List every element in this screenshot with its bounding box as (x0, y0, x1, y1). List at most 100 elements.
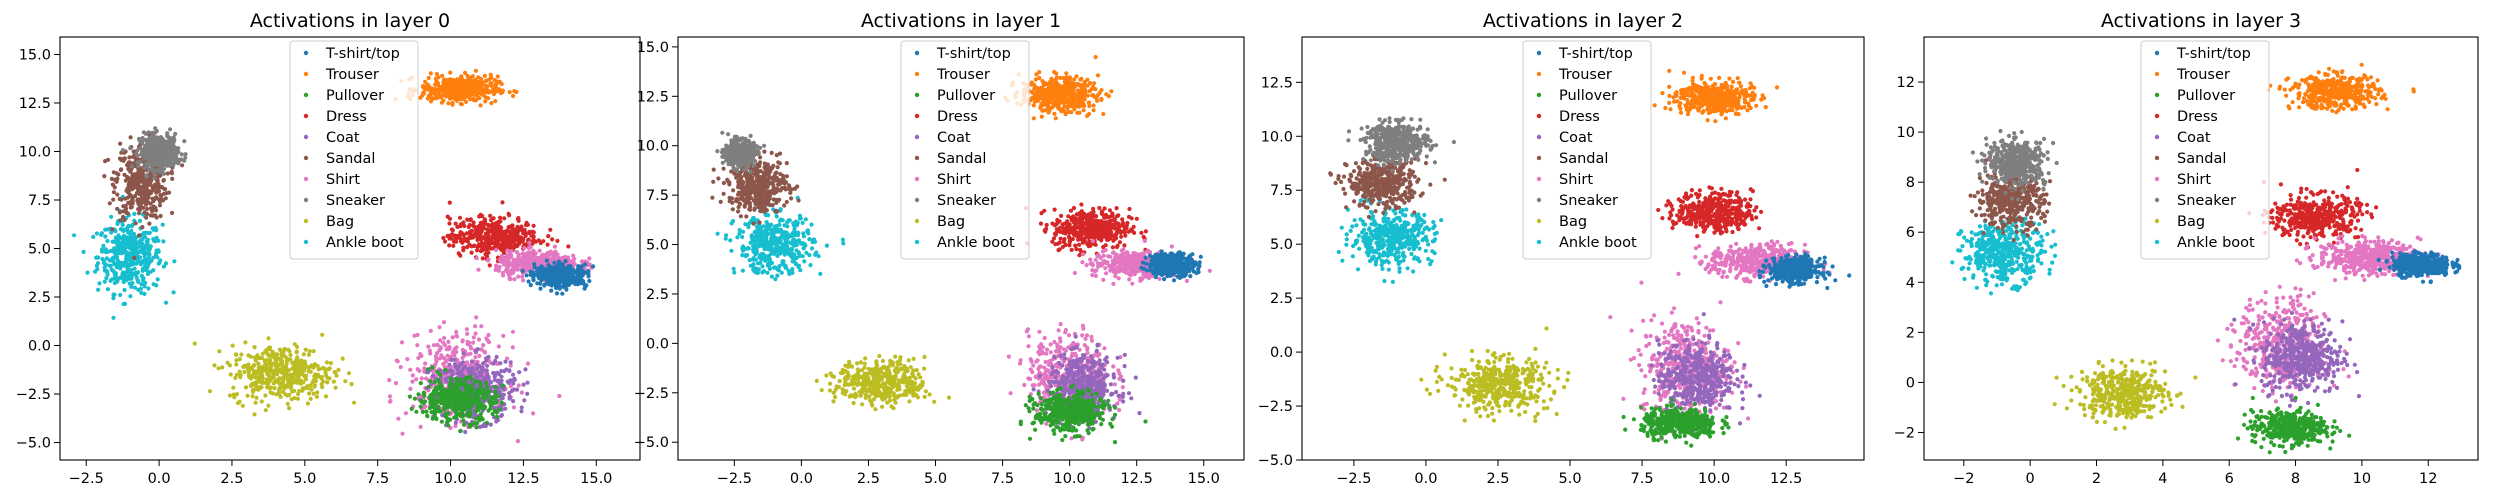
scatter-point (128, 169, 133, 174)
scatter-point (485, 363, 490, 368)
scatter-point (485, 236, 490, 241)
scatter-point (517, 370, 522, 375)
y-tick-label: 0.0 (28, 339, 51, 355)
scatter-point (546, 234, 551, 239)
scatter-point (461, 400, 466, 405)
scatter-point (493, 267, 498, 272)
scatter-point (471, 98, 477, 103)
scatter-point (299, 358, 304, 363)
scatter-point (264, 364, 269, 369)
scatter-point (494, 414, 500, 419)
scatter-point (161, 239, 166, 244)
scatter-point (507, 378, 512, 384)
scatter-point (552, 260, 557, 265)
scatter-point (475, 95, 480, 100)
scatter-point (462, 87, 467, 92)
scatter-point (466, 352, 471, 357)
scatter-point (113, 276, 119, 281)
scatter-point (514, 250, 519, 255)
scatter-point (150, 226, 155, 231)
scatter-point (148, 180, 153, 185)
scatter-point (525, 391, 530, 396)
scatter-point (412, 333, 417, 338)
x-tick-label: 10.0 (434, 471, 466, 487)
scatter-point (446, 101, 451, 106)
scatter-point (504, 228, 509, 233)
scatter-point (137, 218, 142, 223)
scatter-point (151, 282, 156, 287)
scatter-point (458, 370, 463, 375)
scatter-point (531, 223, 536, 228)
scatter-point (755, 270, 761, 275)
scatter-point (144, 174, 149, 179)
scatter-point (325, 380, 330, 385)
scatter-point (233, 375, 238, 381)
scatter-point (586, 268, 591, 273)
scatter-point (125, 224, 130, 230)
scatter-point (474, 388, 480, 393)
scatter-point (459, 381, 464, 386)
scatter-point (516, 274, 521, 279)
scatter-point (587, 278, 592, 284)
scatter-point (777, 264, 782, 269)
scatter-point (465, 217, 470, 222)
scatter-point (494, 263, 499, 268)
scatter-point (483, 252, 488, 257)
scatter-point (168, 137, 173, 142)
scatter-point (163, 187, 168, 192)
scatter-point (534, 271, 539, 276)
scatter-point (458, 377, 463, 383)
scatter-point (233, 352, 239, 357)
scatter-point (234, 392, 240, 397)
legend-marker (303, 113, 309, 119)
scatter-point (109, 277, 115, 282)
scatter-point (474, 425, 479, 430)
scatter-point (111, 190, 116, 195)
scatter-point (473, 375, 478, 380)
scatter-point (266, 403, 271, 408)
scatter-point (442, 239, 448, 244)
scatter-point (531, 278, 536, 283)
scatter-point (324, 360, 329, 365)
scatter-point (516, 260, 521, 265)
scatter-point (510, 329, 516, 334)
scatter-point (320, 385, 325, 390)
scatter-point (545, 253, 550, 259)
scatter-point (143, 280, 148, 285)
scatter-point (149, 144, 155, 149)
scatter-point (237, 399, 242, 404)
scatter-point (522, 246, 527, 251)
scatter-point (436, 87, 441, 92)
scatter-point (410, 373, 415, 378)
scatter-point (446, 423, 451, 428)
scatter-point (180, 163, 185, 168)
scatter-point (508, 363, 513, 368)
scatter-point (452, 357, 457, 362)
scatter-point (135, 278, 140, 283)
scatter-point (443, 413, 448, 418)
scatter-point (239, 352, 244, 357)
scatter-point (423, 79, 428, 84)
scatter-point (105, 157, 111, 162)
legend-label: Dress (326, 109, 367, 125)
scatter-point (474, 366, 480, 372)
scatter-point (435, 369, 440, 374)
scatter-point (421, 400, 426, 405)
scatter-point (312, 383, 317, 388)
scatter-point (156, 182, 161, 187)
scatter-point (792, 226, 797, 231)
scatter-point (430, 404, 436, 410)
scatter-point (431, 343, 436, 348)
scatter-point (288, 357, 293, 362)
scatter-point (142, 291, 147, 296)
scatter-point (425, 367, 430, 372)
scatter-point (462, 83, 467, 89)
scatter-point (539, 264, 544, 269)
scatter-point (450, 335, 455, 340)
scatter-point (527, 266, 532, 271)
scatter-point (442, 343, 448, 348)
scatter-point (440, 401, 445, 406)
scatter-point (723, 236, 728, 241)
scatter-point (523, 367, 528, 372)
scatter-point (164, 191, 169, 196)
